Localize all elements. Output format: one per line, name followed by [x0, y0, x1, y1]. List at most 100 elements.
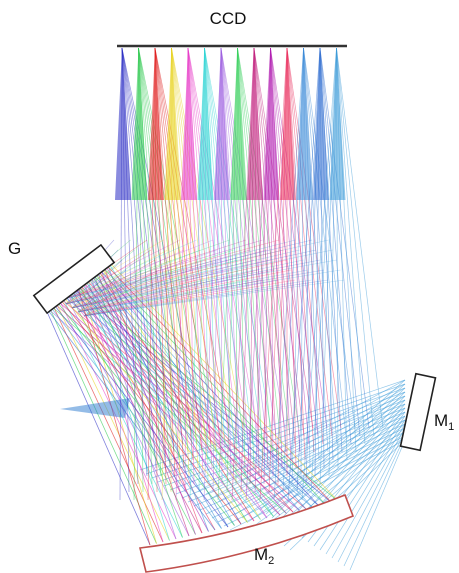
ray [217, 391, 406, 503]
ray [65, 249, 251, 305]
ray [154, 47, 230, 429]
ray [65, 249, 234, 305]
ray [138, 47, 162, 477]
ray [66, 287, 261, 520]
ray [71, 259, 222, 309]
ray [229, 399, 406, 511]
ray [59, 239, 214, 301]
ray [121, 47, 157, 469]
ray [204, 47, 272, 429]
ray [301, 47, 337, 501]
ray [71, 259, 238, 309]
ray [77, 269, 308, 313]
ray [235, 403, 406, 515]
ray [241, 407, 406, 519]
ray [65, 249, 218, 305]
ray [336, 47, 384, 429]
ray [147, 47, 156, 501]
ray [220, 47, 259, 453]
ray [71, 259, 172, 309]
ray [77, 269, 259, 313]
ray [253, 47, 287, 453]
ray [82, 274, 294, 513]
ray [247, 411, 406, 523]
ray [77, 269, 176, 313]
ray [77, 269, 209, 313]
ray [77, 269, 325, 313]
ray [121, 47, 193, 437]
grating-element [32, 243, 116, 315]
ray [121, 47, 184, 445]
ray [217, 47, 238, 501]
ray [83, 279, 279, 317]
ray [59, 239, 313, 301]
ray [336, 47, 366, 445]
ray [59, 239, 329, 301]
ray [71, 259, 288, 309]
ray [163, 395, 406, 487]
ray [268, 47, 288, 493]
ray [71, 259, 189, 309]
ray [59, 239, 280, 301]
ray [223, 395, 406, 507]
ray [59, 239, 230, 301]
ray [189, 47, 205, 501]
ray [303, 47, 347, 437]
ray [204, 47, 236, 461]
ray [77, 269, 341, 313]
ray [170, 47, 172, 493]
ray [43, 304, 151, 546]
ray [331, 427, 406, 559]
ray [50, 299, 229, 528]
ray [328, 47, 337, 477]
ray [77, 269, 160, 313]
ray [83, 279, 213, 317]
ray [220, 47, 268, 445]
ray [184, 47, 189, 493]
ray-fan [263, 48, 280, 200]
ray [198, 47, 205, 493]
ray [46, 302, 222, 529]
ray [287, 47, 321, 501]
grating-label: G [8, 239, 21, 258]
m1-label-base: M [434, 411, 448, 430]
mirror-m2 [139, 493, 355, 573]
ray [59, 239, 247, 301]
ray [101, 259, 268, 519]
ray [77, 269, 226, 313]
ray [237, 47, 273, 453]
ray [59, 292, 313, 508]
ray [77, 269, 292, 313]
ray [211, 427, 406, 519]
ray [270, 47, 301, 453]
ray [171, 47, 244, 429]
ray [154, 47, 194, 461]
ray [83, 279, 312, 317]
ray [65, 249, 168, 305]
ray [229, 439, 406, 531]
ray [71, 259, 337, 309]
ray [71, 259, 271, 309]
ray [65, 249, 300, 305]
ray [286, 47, 324, 445]
ray [187, 47, 258, 429]
ray [303, 47, 320, 461]
ray [69, 284, 333, 504]
ray [187, 47, 222, 461]
ray [65, 249, 135, 305]
ray [121, 47, 130, 493]
ray [291, 47, 304, 485]
ray [319, 419, 406, 551]
ray [296, 47, 321, 493]
ray [83, 279, 329, 317]
m1-label: M1 [434, 411, 454, 433]
ray [72, 282, 339, 502]
ray [245, 47, 271, 501]
ray [138, 47, 171, 469]
ray [305, 47, 321, 485]
ray [343, 435, 406, 567]
ray [83, 279, 296, 317]
ray [78, 277, 287, 514]
ray [138, 47, 216, 429]
